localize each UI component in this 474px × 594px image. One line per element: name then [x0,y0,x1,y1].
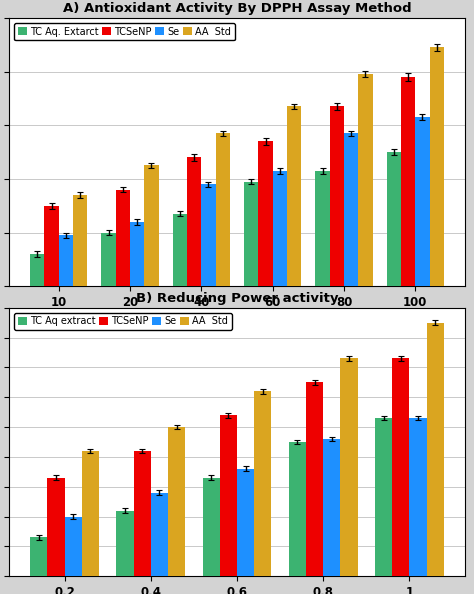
Legend: TC Aq. Extarct, TCSeNP, Se, AA  Std: TC Aq. Extarct, TCSeNP, Se, AA Std [14,23,235,40]
Bar [410,418,427,576]
Bar [316,171,330,286]
Bar [254,391,272,576]
Bar [202,478,220,576]
Bar [130,222,144,286]
Legend: TC Aq extract, TCSeNP, Se, AA  Std: TC Aq extract, TCSeNP, Se, AA Std [14,312,232,330]
Bar [134,451,151,576]
Bar [375,418,392,576]
Bar [273,171,287,286]
Bar [144,166,158,286]
Bar [168,427,185,576]
Bar [306,383,323,576]
Bar [30,254,45,286]
Title: B) Reducing Power activity: B) Reducing Power activity [136,292,338,305]
Bar [151,492,168,576]
Bar [187,157,201,286]
Bar [173,214,187,286]
Bar [47,478,64,576]
Bar [45,206,59,286]
Bar [392,358,410,576]
Bar [287,106,301,286]
Bar [330,106,344,286]
Bar [201,184,216,286]
Bar [323,439,340,576]
Bar [401,77,415,286]
Bar [82,451,99,576]
Bar [59,235,73,286]
Bar [358,74,373,286]
Bar [387,152,401,286]
Bar [427,323,444,576]
Bar [258,141,273,286]
Bar [116,511,134,576]
Bar [237,469,254,576]
Bar [429,48,444,286]
X-axis label: Concentration (μg/mL): Concentration (μg/mL) [162,315,312,327]
Bar [289,442,306,576]
Bar [220,415,237,576]
Bar [30,538,47,576]
Title: A) Antioxidant Activity By DPPH Assay Method: A) Antioxidant Activity By DPPH Assay Me… [63,2,411,15]
Bar [244,182,258,286]
Bar [73,195,87,286]
Bar [415,117,429,286]
Bar [216,133,230,286]
Bar [340,358,358,576]
Bar [101,233,116,286]
Bar [64,517,82,576]
Bar [344,133,358,286]
Bar [116,189,130,286]
